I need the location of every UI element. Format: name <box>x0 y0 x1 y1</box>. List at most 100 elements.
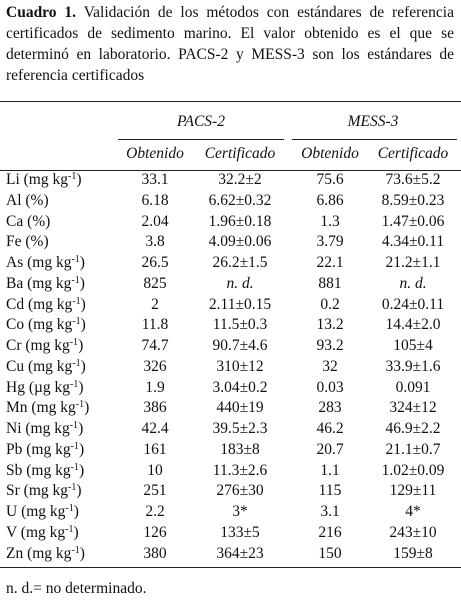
cell: 46.9±2.2 <box>385 420 441 437</box>
cell: 440±19 <box>216 399 264 417</box>
cell: 0.24±0.11 <box>381 295 445 313</box>
cell: 6.18 <box>141 191 169 209</box>
cell: 183±8 <box>220 440 260 458</box>
cell: 251 <box>143 482 167 500</box>
label-text: ) <box>79 544 85 562</box>
cell: 216 <box>318 523 342 541</box>
label-superscript: -1 <box>65 503 74 514</box>
label-text: ) <box>84 399 90 417</box>
cell: 283 <box>318 399 342 417</box>
label-text: ) <box>79 274 85 292</box>
header-rule <box>0 170 461 171</box>
label-text: Cr (mg kg <box>6 337 70 354</box>
label-text: Zn (mg kg <box>6 544 72 562</box>
top-rule <box>0 101 461 102</box>
row-label: Al (%) <box>6 191 49 209</box>
cell: 32.2±2 <box>218 171 262 188</box>
row-label: Sr (mg kg-1) <box>6 482 82 500</box>
group-rule <box>118 139 284 140</box>
cell: 1.47±0.06 <box>381 212 445 230</box>
cell: 1.1 <box>320 461 340 479</box>
row-label: Ba (mg kg-1) <box>6 275 85 293</box>
cell: 326 <box>143 357 167 375</box>
label-text: Ba (mg kg <box>6 274 72 292</box>
cell: 4.09±0.06 <box>208 233 272 251</box>
cell: 73.6±5.2 <box>385 171 441 188</box>
label-superscript: -1 <box>65 523 74 535</box>
row-label: Ca (%) <box>6 212 51 230</box>
label-superscript: -1 <box>69 420 79 431</box>
cell: 33.9±1.6 <box>385 357 441 375</box>
cell: 0.03 <box>316 378 344 396</box>
cell: 105±4 <box>393 337 433 354</box>
cell: 22.1 <box>316 254 344 271</box>
cell: 11.3±2.6 <box>212 461 268 479</box>
row-label: Cu (mg kg-1) <box>6 358 86 376</box>
label-text: ) <box>80 316 86 334</box>
cell: 3.1 <box>320 503 340 520</box>
cell: 74.7 <box>141 337 169 354</box>
cell: 21.1±0.7 <box>385 440 441 458</box>
label-superscript: -1 <box>75 399 85 411</box>
group-header: PACS-2 <box>177 113 225 130</box>
label-text: ) <box>78 461 85 479</box>
row-label: U (mg kg-1) <box>6 503 79 521</box>
cell: 3* <box>232 503 248 520</box>
group-rule <box>292 139 457 140</box>
row-label: Fe (%) <box>6 233 49 251</box>
cell: 46.2 <box>316 420 344 437</box>
cell: 2.11±0.15 <box>208 295 272 313</box>
cell: 881 <box>318 274 342 292</box>
label-text: Cd (mg kg <box>6 295 73 313</box>
label-text: ) <box>79 254 85 271</box>
column-header: Certificado <box>204 145 276 162</box>
label-text: Sr (mg kg <box>6 482 68 500</box>
label-text: ) <box>78 337 84 354</box>
bottom-rule <box>0 567 461 568</box>
cell: 364±23 <box>216 544 264 562</box>
label-text: As (mg kg <box>6 254 72 271</box>
label-superscript: -1 <box>71 274 80 286</box>
row-label: Co (mg kg-1) <box>6 316 86 334</box>
cell: 11.5±0.3 <box>212 316 268 334</box>
cell: 11.8 <box>141 316 169 334</box>
cell: 161 <box>143 440 167 458</box>
row-label: Hg (µg kg-1) <box>6 379 84 397</box>
cell: 2 <box>151 295 159 313</box>
column-header: Obtenido <box>301 145 359 162</box>
row-label: As (mg kg-1) <box>6 254 85 272</box>
cell: 3.8 <box>145 233 165 251</box>
cell: 13.2 <box>316 316 344 334</box>
cell: 93.2 <box>316 337 344 354</box>
label-text: ) <box>78 378 84 396</box>
label-text: ) <box>73 523 79 541</box>
label-text: U (mg kg <box>6 503 66 520</box>
cell: 310±12 <box>216 357 264 375</box>
cell: 21.2±1.1 <box>385 254 441 271</box>
cell: 90.7±4.6 <box>212 337 268 354</box>
label-text: Hg (µg kg <box>6 378 71 396</box>
cell: 2.04 <box>141 212 169 230</box>
cell: 1.02±0.09 <box>381 461 445 479</box>
label-text: ) <box>78 420 84 437</box>
cell: 75.6 <box>316 171 344 188</box>
cell: 26.2±1.5 <box>212 254 268 271</box>
row-label: V (mg kg-1) <box>6 524 79 542</box>
cell: 10 <box>147 461 163 479</box>
cell: 20.7 <box>316 440 344 458</box>
label-text: V (mg kg <box>6 523 66 541</box>
cell: 6.86 <box>316 191 344 209</box>
cell: 3.79 <box>316 233 344 251</box>
label-text: Pb (mg kg <box>6 440 71 458</box>
cell: 33.1 <box>141 171 169 188</box>
cell: 126 <box>143 523 167 541</box>
label-superscript: -1 <box>69 337 79 348</box>
row-label: Ni (mg kg-1) <box>6 420 83 438</box>
label-text: ) <box>78 440 85 458</box>
label-superscript: -1 <box>70 440 79 452</box>
row-label: Pb (mg kg-1) <box>6 441 84 459</box>
group-header: MESS-3 <box>347 113 399 130</box>
label-text: ) <box>80 295 86 313</box>
cell: 1.9 <box>145 378 165 396</box>
